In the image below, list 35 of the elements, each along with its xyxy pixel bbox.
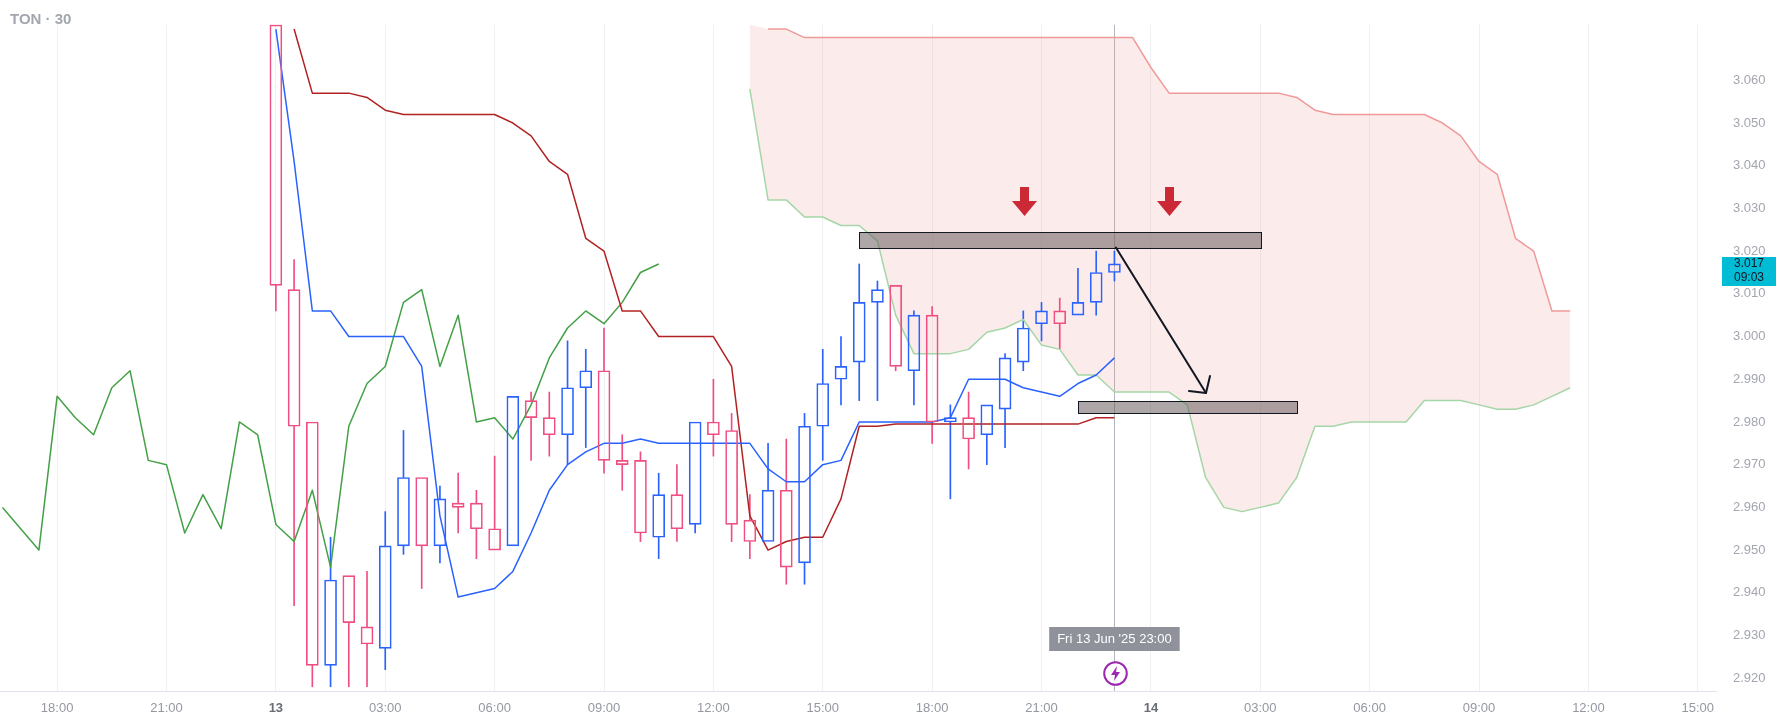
x-tick-label: 09:00 xyxy=(587,700,621,716)
y-tick-label: 2.960 xyxy=(1732,498,1766,514)
chart-title: TON · 30 xyxy=(10,10,72,28)
x-tick-label: 13 xyxy=(268,700,284,716)
y-tick-label: 3.050 xyxy=(1732,114,1766,130)
x-tick-label: 15:00 xyxy=(806,700,840,716)
x-tick-label: 15:00 xyxy=(1681,700,1715,716)
x-tick-label: 18:00 xyxy=(40,700,74,716)
y-tick-label: 3.040 xyxy=(1732,157,1766,173)
y-tick-label: 3.060 xyxy=(1732,71,1766,87)
ref-line-label: Fri 13 Jun '25 23:00 xyxy=(1057,630,1172,646)
y-tick-label: 2.950 xyxy=(1732,541,1766,557)
y-tick-label: 3.020 xyxy=(1732,242,1766,258)
x-tick-label: 12:00 xyxy=(1572,700,1605,716)
text: 3.017 xyxy=(1733,256,1765,271)
y-tick-label: 2.990 xyxy=(1732,370,1766,386)
x-tick-label: 14 xyxy=(1143,700,1159,716)
y-tick-label: 2.920 xyxy=(1732,669,1766,685)
x-tick-label: 21:00 xyxy=(150,700,183,716)
x-tick-label: 09:00 xyxy=(1462,700,1496,716)
y-tick-label: 3.030 xyxy=(1732,200,1766,216)
x-tick-label: 21:00 xyxy=(1025,700,1058,716)
x-tick-label: 12:00 xyxy=(697,700,730,716)
y-tick-label: 2.970 xyxy=(1732,456,1766,472)
y-tick-label: 2.940 xyxy=(1732,584,1766,600)
x-tick-label: 18:00 xyxy=(915,700,949,716)
x-tick-label: 06:00 xyxy=(1353,700,1386,716)
x-tick-label: 03:00 xyxy=(368,700,402,716)
x-tick-label: 06:00 xyxy=(478,700,511,716)
text: 09:03 xyxy=(1733,270,1765,285)
x-tick-label: 03:00 xyxy=(1243,700,1277,716)
y-tick-label: 2.930 xyxy=(1732,627,1766,643)
y-tick-label: 2.980 xyxy=(1732,413,1766,429)
y-tick-label: 3.010 xyxy=(1732,285,1766,301)
y-tick-label: 3.000 xyxy=(1732,328,1766,344)
